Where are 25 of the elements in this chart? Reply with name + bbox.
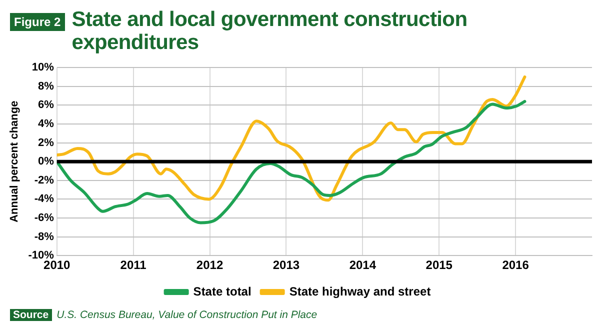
y-tick-label: -4% <box>34 193 54 206</box>
line-series <box>56 100 526 224</box>
y-tick-label: -6% <box>34 212 54 224</box>
x-tick-label: 2013 <box>272 258 300 272</box>
x-tick-label: 2016 <box>502 258 530 272</box>
x-tick-label: 2011 <box>120 258 147 272</box>
y-tick-label: 4% <box>38 118 54 130</box>
y-tick-label: 0% <box>38 156 54 168</box>
text: U.S. Census Bureau, Value of Construction Put in Place <box>56 309 318 321</box>
caption: Figure 2 <box>10 13 65 31</box>
legend-label: State highway and street <box>289 284 431 298</box>
y-tick-label: 8% <box>38 80 54 92</box>
y-tick-label: -2% <box>34 174 54 186</box>
y-tick-label: 6% <box>38 99 54 112</box>
x-tick-label: 2015 <box>426 258 453 272</box>
legend-label: State total <box>193 284 252 298</box>
y-tick-label: 10% <box>32 62 54 74</box>
x-tick-label: 2012 <box>196 258 224 272</box>
line-series <box>56 76 526 202</box>
y-tick-label: 2% <box>38 136 54 149</box>
chart-title: State and local government construction expenditures <box>72 8 468 54</box>
text: Source <box>10 309 52 321</box>
x-tick-label: 2014 <box>349 258 376 272</box>
y-axis-title: Annual percent change <box>8 100 21 222</box>
y-tick-label: -8% <box>34 230 54 243</box>
